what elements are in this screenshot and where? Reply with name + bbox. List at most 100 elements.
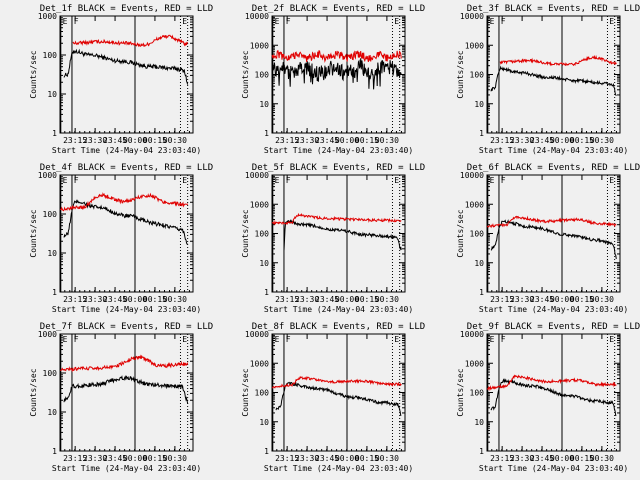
plot1-y-tick-label: 10 [47,90,57,99]
plot1-marker-label: E [182,17,187,26]
plot1-x-tick-label: 23:30 [83,136,107,145]
plot4-axes-box [59,174,194,293]
plot5-x-axis-label: Start Time (24-May-04 23:03:40) [264,305,413,314]
plot5-axes-box [271,174,406,293]
plot2-y-tick-label: 10 [259,100,269,109]
plot9-marker-label: E [490,335,495,344]
plot5-marker-label: F [286,176,291,185]
plot2-marker-label: E [394,17,399,26]
plot2-y-tick-label: 100 [255,71,270,80]
plot5-marker-label: E [275,176,280,185]
plot4-title: Det_4f BLACK = Events, RED = LLD [40,163,213,173]
plot4-y-tick-label: 1000 [38,171,57,180]
plot1-lld-series-line [72,34,189,48]
plot2-marker-label: F [286,17,291,26]
plot7-marker-label: F [74,335,79,344]
plot6-title: Det_6f BLACK = Events, RED = LLD [467,163,640,173]
plot9-x-axis-label: Start Time (24-May-04 23:03:40) [479,464,628,473]
plot1-x-tick-label: 00:15 [143,136,167,145]
plot1-y-tick-label: 1000 [38,12,57,21]
plot7-x-tick-label: 00:30 [163,454,187,463]
plot8-title: Det_8f BLACK = Events, RED = LLD [252,322,425,332]
plot6-x-tick-label: 00:00 [550,295,574,304]
plot5-x-tick-label: 00:00 [335,295,359,304]
plot2-title: Det_2f BLACK = Events, RED = LLD [252,4,425,14]
plot9-events-series-line [490,378,617,417]
plot2-y-axis-label: Counts/sec [241,50,250,98]
plot7-x-tick-label: 23:15 [63,454,87,463]
plot6-y-tick-label: 1 [479,288,484,297]
plot4-marker-label: E [182,176,187,185]
plot3-y-tick-label: 10 [474,100,484,109]
plot7-x-axis-label: Start Time (24-May-04 23:03:40) [52,464,201,473]
plot7-title: Det_7f BLACK = Events, RED = LLD [40,322,213,332]
plot5-events-series-line [283,219,402,251]
plot3-lld-series-line [499,54,617,67]
plot2-marker-label: E [275,17,280,26]
plot3-y-axis-label: Counts/sec [456,50,465,98]
plot1-title: Det_1f BLACK = Events, RED = LLD [40,4,213,14]
plot1-x-tick-label: 00:30 [163,136,187,145]
plot6-lld-series-line [487,215,617,229]
plot5-lld-series-line [271,212,402,226]
plot2-y-tick-label: 1000 [250,41,269,50]
plot3-x-tick-label: 23:15 [490,136,514,145]
plot9-y-tick-label: 100 [470,389,485,398]
plot3-y-tick-label: 10000 [460,12,484,21]
plot2-x-tick-label: 00:00 [335,136,359,145]
plot4-x-tick-label: 23:30 [83,295,107,304]
plot9-y-tick-label: 1000 [465,359,484,368]
plot3-x-tick-label: 00:15 [570,136,594,145]
plot8-y-tick-label: 10000 [245,330,269,339]
plot7-y-axis-label: Counts/sec [29,368,38,416]
plot6-marker-label: E [490,176,495,185]
plot2-x-tick-label: 00:30 [375,136,399,145]
plot6-marker-label: E [609,176,614,185]
plot3-marker-label: F [501,17,506,26]
plot5-x-tick-label: 23:45 [315,295,339,304]
plot3-x-tick-label: 23:45 [530,136,554,145]
plot4-events-series-line [63,199,188,245]
plot8-y-axis-label: Counts/sec [241,368,250,416]
plot9-marker-label: E [609,335,614,344]
plot5-x-tick-label: 00:15 [355,295,379,304]
plot7-y-tick-label: 1000 [38,330,57,339]
plot6-y-tick-label: 10000 [460,171,484,180]
plot9-title: Det_9f BLACK = Events, RED = LLD [467,322,640,332]
plot9-y-tick-label: 1 [479,447,484,456]
plot1-marker-label: F [74,17,79,26]
plot8-y-tick-label: 10 [259,418,269,427]
plot6-x-tick-label: 00:30 [590,295,614,304]
plot9-x-tick-label: 00:15 [570,454,594,463]
plot3-x-axis-label: Start Time (24-May-04 23:03:40) [479,146,628,155]
plot4-x-axis-label: Start Time (24-May-04 23:03:40) [52,305,201,314]
plot9-marker-label: F [501,335,506,344]
plot8-y-tick-label: 1 [264,447,269,456]
plot1-x-axis-label: Start Time (24-May-04 23:03:40) [52,146,201,155]
plot2-events-series-line [271,58,402,90]
plot7-axes-box [59,333,194,452]
plot3-events-series-line [490,65,617,96]
plot4-x-tick-label: 00:30 [163,295,187,304]
plot1-y-axis-label: Counts/sec [29,50,38,98]
plot4-x-tick-label: 00:15 [143,295,167,304]
plot8-marker-label: E [275,335,280,344]
plot1-events-series-line [63,48,189,85]
plot8-lld-series-line [271,375,402,389]
plot6-x-tick-label: 23:15 [490,295,514,304]
plot3-y-tick-label: 1000 [465,41,484,50]
plot5-y-tick-label: 1 [264,288,269,297]
plot7-x-tick-label: 23:45 [103,454,127,463]
plot5-y-tick-label: 10000 [245,171,269,180]
plot8-x-axis-label: Start Time (24-May-04 23:03:40) [264,464,413,473]
plot5-y-tick-label: 10 [259,259,269,268]
plot3-marker-label: E [609,17,614,26]
plot2-x-tick-label: 23:30 [295,136,319,145]
plot2-x-tick-label: 23:45 [315,136,339,145]
plot5-title: Det_5f BLACK = Events, RED = LLD [252,163,425,173]
plot6-y-tick-label: 10 [474,259,484,268]
plot9-lld-series-line [486,374,617,392]
plot4-x-tick-label: 23:45 [103,295,127,304]
plot6-axes-box [486,174,621,293]
plot9-x-tick-label: 00:00 [550,454,574,463]
